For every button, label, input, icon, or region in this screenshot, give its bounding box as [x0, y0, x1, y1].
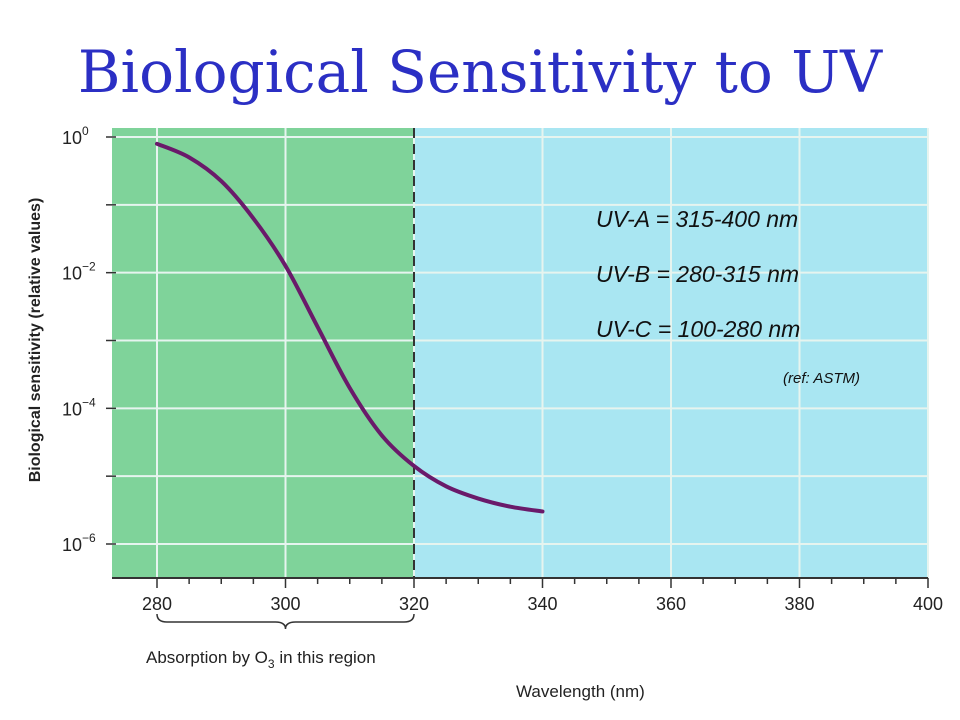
- y-tick-label: 100: [62, 124, 89, 148]
- slide-title: Biological Sensitivity to UV: [77, 38, 883, 106]
- absorption-bracket: [156, 613, 415, 630]
- x-tick-label: 380: [784, 594, 814, 614]
- uv-c-range-text: UV-C = 100-280 nm: [596, 316, 800, 342]
- x-tick-label: 320: [399, 594, 429, 614]
- x-tick-label: 280: [142, 594, 172, 614]
- x-axis-label: Wavelength (nm): [516, 682, 645, 701]
- x-tick-label: 360: [656, 594, 686, 614]
- reference-text: (ref: ASTM): [783, 370, 860, 387]
- x-ticks: 280 300 320 340 360 380 400: [142, 578, 943, 614]
- y-tick-label: 10−6: [62, 531, 96, 555]
- absorption-label: Absorption by O3 in this region: [146, 648, 376, 671]
- sensitivity-curve: [155, 141, 545, 514]
- absorption-region: [112, 128, 414, 578]
- y-ticks: 100 10−2 10−4 10−6: [62, 124, 116, 555]
- y-tick-label: 10−4: [62, 395, 96, 419]
- x-tick-label: 340: [527, 594, 557, 614]
- uv-b-range-text: UV-B = 280-315 nm: [596, 261, 799, 287]
- y-tick-label: 10−2: [62, 260, 96, 284]
- grid-lines: [112, 128, 929, 578]
- x-tick-label: 300: [270, 594, 300, 614]
- absorption-label-text: Absorption by O: [146, 648, 268, 667]
- uv-a-range-text: UV-A = 315-400 nm: [596, 206, 798, 232]
- absorption-label-subscript: 3: [268, 657, 275, 671]
- absorption-label-text-after: in this region: [275, 648, 376, 667]
- x-tick-label: 400: [913, 594, 943, 614]
- y-axis-label: Biological sensitivity (relative values): [27, 198, 44, 483]
